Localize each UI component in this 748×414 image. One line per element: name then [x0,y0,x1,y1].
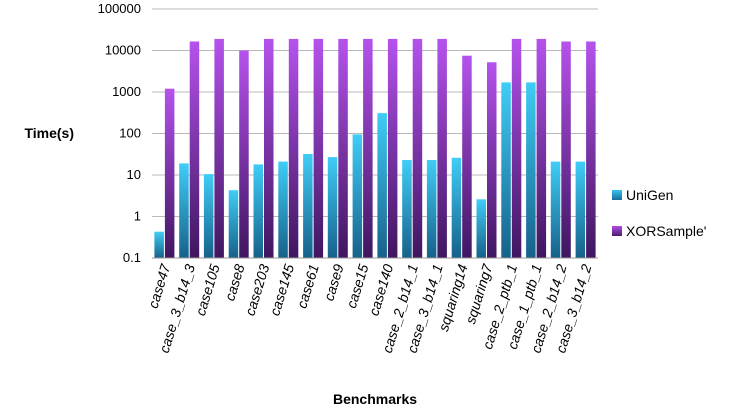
x-tick-label: case9 [320,262,346,303]
bar-xorsample [239,50,249,258]
bar-unigen [253,164,263,258]
bar-unigen [377,113,387,258]
bar-xorsample [536,38,547,259]
x-axis-title: Benchmarks [333,391,417,407]
x-tick-label: case61 [293,262,322,310]
bar-xorsample [363,38,373,259]
bar-xorsample [412,38,423,259]
y-tick-labels: 0.1 1 10 100 1000 10000 100000 [98,1,141,265]
bar-xorsample [313,38,324,259]
bar-unigen [476,199,486,258]
legend-label-xorsample: XORSample' [626,223,707,239]
bar-unigen [550,161,561,258]
x-tick-label: case15 [343,262,372,310]
legend: UniGen XORSample' [612,184,706,256]
bar-xorsample [511,38,522,259]
y-tick-label: 10 [127,167,141,182]
legend-label-unigen: UniGen [626,187,674,203]
legend-swatch-xorsample [612,226,622,236]
bar-unigen [575,161,586,258]
x-tick-label: case8 [221,262,247,303]
bar-xorsample [264,38,274,259]
bar-xorsample [387,38,398,259]
bar-unigen [426,160,437,258]
bar-unigen [402,160,412,258]
bars [154,38,596,259]
legend-item-unigen: UniGen [612,184,706,206]
bar-unigen [526,82,536,259]
bar-unigen [278,161,288,258]
gridlines [152,8,598,259]
bar-xorsample [288,38,299,259]
bar-xorsample [586,41,596,258]
bar-xorsample [338,38,348,259]
bar-unigen [179,163,189,258]
bar-unigen [501,82,511,259]
y-tick-label: 0.1 [123,250,141,265]
bar-unigen [203,174,214,258]
bar-xorsample [462,55,472,259]
x-tick-labels: case47case_3_b14_3case105case8case203cas… [145,261,595,355]
bar-xorsample [561,41,571,258]
y-axis-title: Time(s) [24,125,74,141]
y-tick-label: 1 [134,209,141,224]
y-tick-label: 1000 [112,84,141,99]
bar-xorsample [164,88,175,258]
bar-xorsample [437,38,447,259]
bar-unigen [451,157,462,258]
x-tick-label: case47 [145,261,174,310]
bar-unigen [228,190,239,258]
bar-xorsample [189,41,200,258]
bar-unigen [303,154,313,258]
bar-xorsample [214,38,224,259]
bar-unigen [352,134,363,258]
y-tick-label: 100 [119,126,141,141]
legend-item-xorsample: XORSample' [612,220,706,242]
bar-unigen [154,231,164,258]
legend-swatch-unigen [612,190,622,200]
bar-unigen [327,157,338,258]
y-tick-label: 10000 [105,43,141,58]
y-tick-label: 100000 [98,1,141,16]
bar-xorsample [487,62,497,258]
